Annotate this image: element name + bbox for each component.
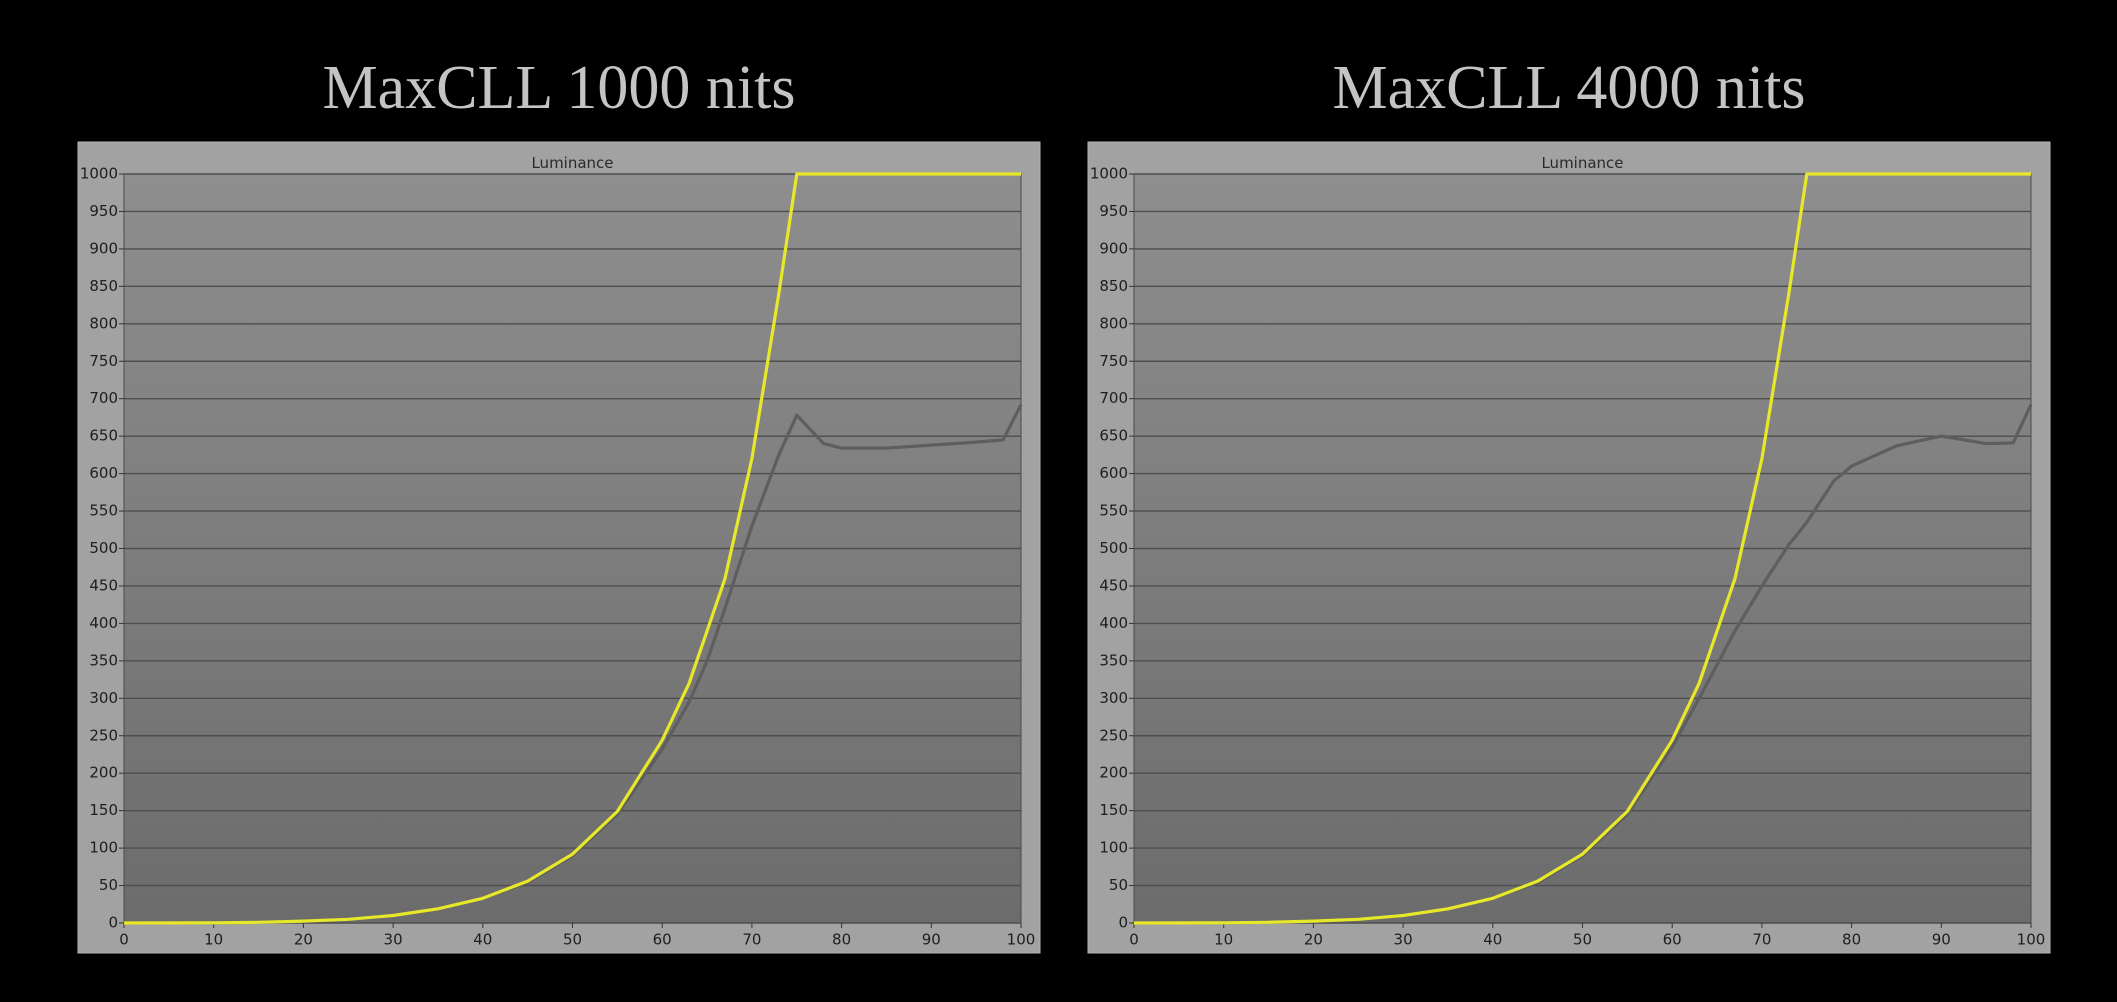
chart-title: MaxCLL 4000 nits [1332,54,1805,122]
x-tick-label: 80 [1842,931,1861,949]
y-tick-label: 900 [89,239,118,257]
y-tick-label: 250 [89,726,118,744]
x-tick-label: 100 [2017,931,2046,949]
y-tick-label: 900 [1099,239,1128,257]
y-tick-label: 350 [1099,651,1128,669]
y-tick-label: 400 [89,614,118,632]
series-line [123,172,1021,925]
x-tick-label: 30 [1394,931,1413,949]
x-tick-label: 90 [922,931,941,949]
x-tick-label: 100 [1007,931,1036,949]
y-tick-label: 650 [89,427,118,445]
y-tick-label: 1000 [1090,165,1128,183]
x-tick-label: 0 [1129,931,1139,949]
x-tick-label: 20 [1304,931,1323,949]
x-tick-label: 70 [1752,931,1771,949]
x-tick-label: 10 [204,931,223,949]
y-tick-label: 600 [89,464,118,482]
y-tick-label: 550 [89,502,118,520]
x-tick-label: 60 [653,931,672,949]
y-tick-label: 250 [1099,726,1128,744]
x-tick-label: 40 [1483,931,1502,949]
y-tick-label: 750 [1099,352,1128,370]
y-tick-label: 700 [89,389,118,407]
y-tick-label: 500 [89,539,118,557]
y-tick-label: 800 [89,314,118,332]
y-tick-label: 400 [1099,614,1128,632]
y-tick-label: 150 [89,801,118,819]
y-tick-label: 700 [1099,389,1128,407]
chart-title: MaxCLL 1000 nits [322,54,795,122]
x-tick-label: 80 [832,931,851,949]
y-tick-label: 200 [1099,764,1128,782]
y-tick-label: 550 [1099,502,1128,520]
x-tick-label: 60 [1663,931,1682,949]
y-tick-label: 950 [1099,202,1128,220]
y-tick-label: 850 [89,277,118,295]
y-tick-label: 850 [1099,277,1128,295]
y-tick-label: 800 [1099,314,1128,332]
y-tick-label: 150 [1099,801,1128,819]
y-tick-label: 0 [1118,914,1128,932]
x-tick-label: 0 [119,931,129,949]
y-tick-label: 50 [1109,876,1128,894]
chart-subtitle: Luminance [531,154,613,172]
x-tick-label: 70 [742,931,761,949]
x-tick-label: 50 [1573,931,1592,949]
y-tick-label: 600 [1099,464,1128,482]
y-tick-label: 100 [1099,839,1128,857]
series-line [1133,172,2031,925]
x-tick-label: 40 [473,931,492,949]
y-tick-label: 750 [89,352,118,370]
y-tick-label: 300 [1099,689,1128,707]
x-tick-label: 10 [1214,931,1233,949]
y-tick-label: 950 [89,202,118,220]
y-tick-label: 50 [99,876,118,894]
x-tick-label: 90 [1932,931,1951,949]
y-tick-label: 450 [89,576,118,594]
y-tick-label: 450 [1099,576,1128,594]
y-tick-label: 100 [89,839,118,857]
y-tick-label: 300 [89,689,118,707]
y-tick-label: 1000 [80,165,118,183]
x-tick-label: 20 [294,931,313,949]
y-tick-label: 350 [89,651,118,669]
y-tick-label: 650 [1099,427,1128,445]
x-tick-label: 50 [563,931,582,949]
y-tick-label: 0 [108,914,118,932]
chart-subtitle: Luminance [1541,154,1623,172]
y-tick-label: 500 [1099,539,1128,557]
y-tick-label: 200 [89,764,118,782]
x-tick-label: 30 [384,931,403,949]
